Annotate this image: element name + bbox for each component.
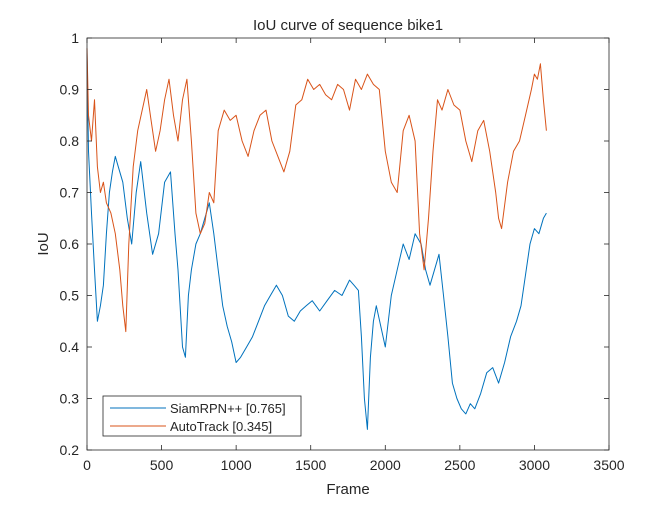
x-axis-label: Frame	[326, 481, 369, 498]
series-line-0	[86, 53, 547, 430]
y-tick-label: 0.8	[60, 133, 80, 149]
y-tick-label: 0.5	[60, 288, 80, 304]
legend: SiamRPN++ [0.765] AutoTrack [0.345]	[102, 395, 302, 437]
y-tick-label: 0.9	[60, 82, 80, 98]
y-tick-label: 0.2	[60, 442, 80, 458]
y-tick-label: 0.4	[60, 339, 80, 355]
chart-title: IoU curve of sequence bike1	[253, 17, 443, 34]
x-tick-label: 0	[83, 457, 91, 473]
x-tick-label: 1500	[295, 457, 326, 473]
y-tick-label: 0.6	[60, 236, 80, 252]
legend-label-siamrpn: SiamRPN++ [0.765]	[170, 401, 286, 416]
legend-label-autotrack: AutoTrack [0.345]	[170, 419, 272, 434]
y-tick-label: 1	[71, 30, 79, 46]
series-line-1	[86, 48, 547, 333]
plot-area	[87, 38, 609, 450]
y-axis-label: IoU	[35, 232, 52, 255]
x-tick-label: 2000	[370, 457, 401, 473]
series-layer	[86, 48, 547, 430]
x-tick-label: 1000	[221, 457, 252, 473]
y-tick-label: 0.3	[60, 391, 80, 407]
x-tick-label: 3500	[593, 457, 624, 473]
x-tick-label: 2500	[444, 457, 475, 473]
x-tick-label: 3000	[519, 457, 550, 473]
legend-box	[102, 395, 302, 437]
tick-layer: 0 500 1000 1500 2000 2500 3000 3500 0.2 0.3 0.4 0.5…	[60, 30, 625, 473]
x-tick-label: 500	[150, 457, 174, 473]
y-tick-label: 0.7	[60, 185, 80, 201]
